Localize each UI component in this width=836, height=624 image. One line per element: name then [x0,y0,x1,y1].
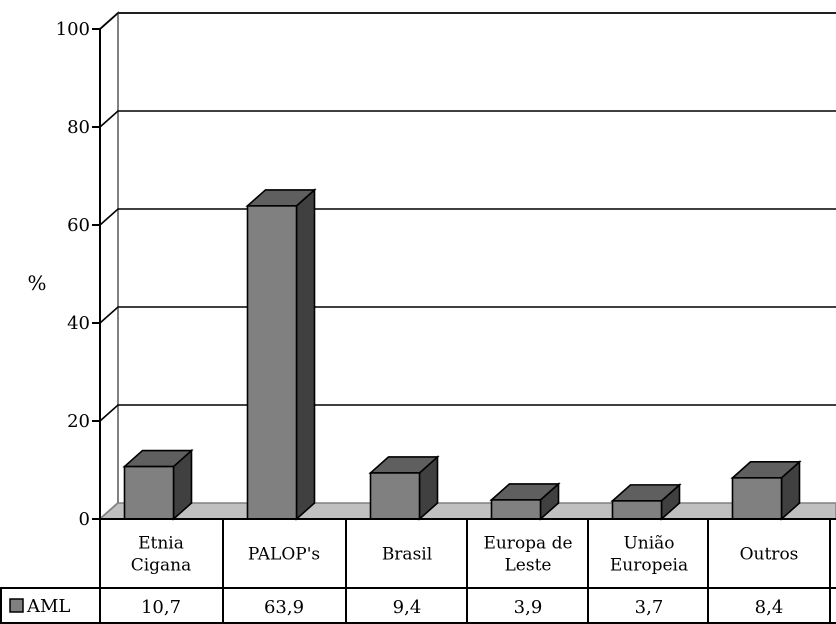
gridline-20 [99,404,836,422]
y-tick-label: 0 [79,509,90,530]
bar-0 [122,448,194,521]
legend-label: AML [26,596,70,617]
category-label: Brasil [382,545,432,565]
y-axis-label: % [27,271,46,295]
bar-side [295,188,316,521]
bar-front [246,205,298,520]
gridline-40 [99,306,836,324]
bar-1 [245,188,317,521]
gridline-100 [99,12,836,30]
category-label: Leste [505,556,552,576]
gridlines [99,12,836,422]
data-label: 8,4 [755,597,784,618]
gridline-60 [99,208,836,226]
y-tick-label: 60 [67,215,90,236]
bar-2 [368,455,440,521]
gridline-80 [99,110,836,128]
y-tick-label: 80 [67,117,90,138]
category-label: Cigana [131,556,192,576]
category-label: Etnia [138,534,184,554]
category-label: PALOP's [248,545,320,565]
chart-walls [98,10,836,522]
data-label: 3,9 [514,597,543,618]
data-label: 10,7 [141,597,181,618]
y-tick-label: 100 [56,19,90,40]
bar-front [731,477,783,520]
legend-swatch [9,598,24,613]
y-tick-label: 20 [67,411,90,432]
bar-front [611,500,663,520]
category-label: Outros [740,545,799,565]
bar-front [490,499,542,520]
bar-5 [730,460,802,521]
side-wall [99,10,119,522]
data-label: 9,4 [393,597,422,618]
bar-4 [610,483,682,521]
data-label: 63,9 [264,597,304,618]
category-label: Europeia [610,556,688,576]
bar-front [369,472,421,520]
bars [122,188,802,521]
floor [98,502,836,520]
bar-front [123,465,175,520]
category-label: União [623,534,674,554]
y-tick-label: 40 [67,313,90,334]
y-axis: 0 20 40 60 80 100 [56,19,101,530]
data-label: 3,7 [635,597,664,618]
category-label: Europa de [483,534,572,554]
